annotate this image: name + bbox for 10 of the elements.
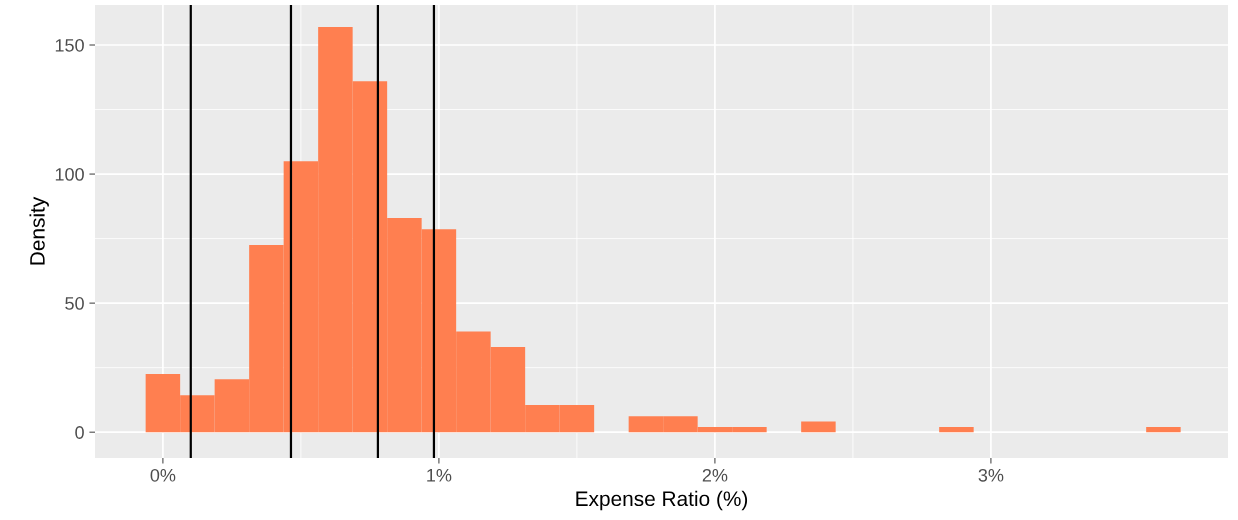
y-tick-label: 100 <box>55 168 84 181</box>
x-tick-label: 1% <box>427 468 452 482</box>
y-tick-label: 50 <box>65 297 84 310</box>
x-tick-label: 2% <box>702 468 728 482</box>
x-tick-label: 3% <box>978 468 1004 482</box>
x-tick-label: 0% <box>150 468 176 482</box>
y-tick-label: 0 <box>75 426 84 439</box>
x-axis-title: Expense Ratio (%) <box>576 490 748 511</box>
y-tick-label: 150 <box>55 38 84 52</box>
y-axis-title: Density <box>29 196 49 265</box>
